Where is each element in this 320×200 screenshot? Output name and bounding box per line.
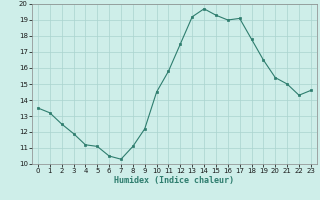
X-axis label: Humidex (Indice chaleur): Humidex (Indice chaleur) <box>115 176 234 185</box>
